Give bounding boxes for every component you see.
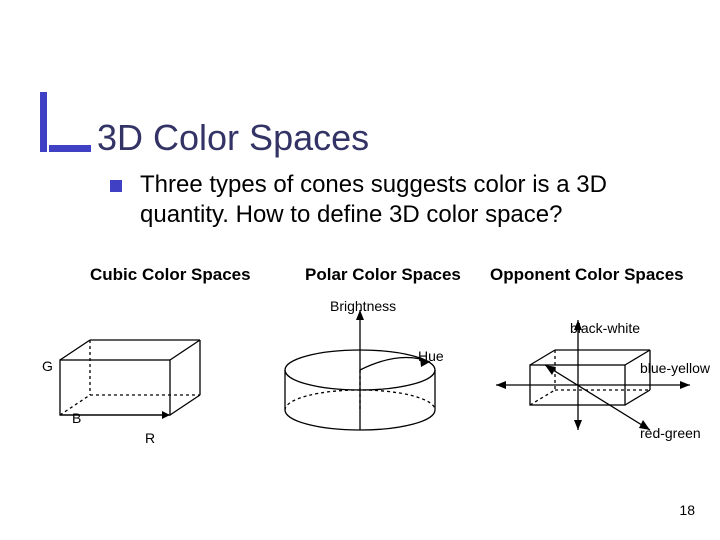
slide-title: 3D Color Spaces <box>97 120 369 156</box>
polar-label-hue: Hue <box>418 348 444 364</box>
title-accent-vertical <box>40 92 47 152</box>
cubic-diagram <box>40 330 220 450</box>
opponent-header: Opponent Color Spaces <box>490 265 684 285</box>
cubic-label-b: B <box>72 410 81 426</box>
body-bullet-row: Three types of cones suggests color is a… <box>110 170 680 230</box>
cubic-header: Cubic Color Spaces <box>90 265 251 285</box>
polar-label-brightness: Brightness <box>330 298 396 314</box>
opponent-label-bw: black-white <box>570 320 640 336</box>
cubic-label-g: G <box>42 358 53 374</box>
body-text: Three types of cones suggests color is a… <box>140 170 680 230</box>
polar-diagram <box>265 290 465 450</box>
title-bar: 3D Color Spaces <box>40 92 369 152</box>
opponent-label-by: blue-yellow <box>640 360 710 376</box>
polar-header: Polar Color Spaces <box>305 265 461 285</box>
cubic-label-r: R <box>145 430 155 446</box>
opponent-label-rg: red-green <box>640 425 701 441</box>
bullet-square-icon <box>110 180 122 192</box>
title-accent-horizontal <box>49 145 91 152</box>
page-number: 18 <box>679 502 695 518</box>
